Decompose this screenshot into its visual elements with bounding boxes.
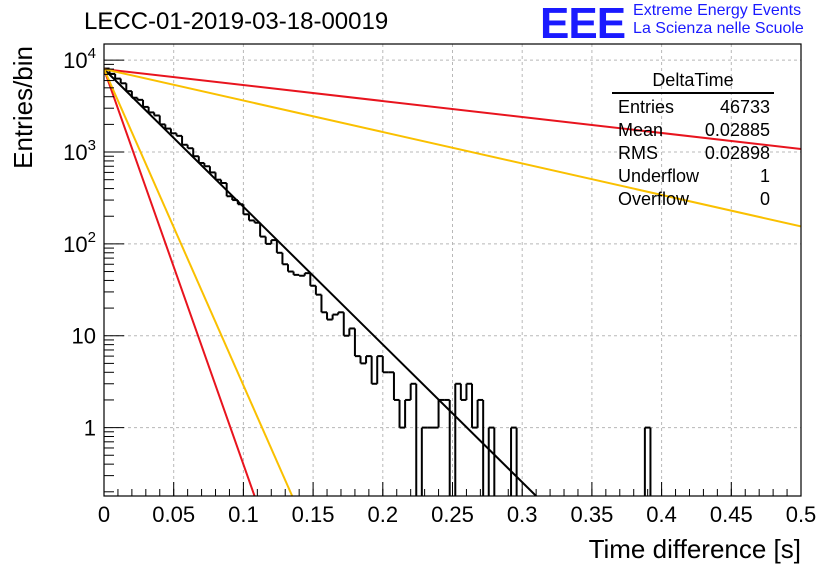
- stats-label: Mean: [618, 120, 664, 140]
- stats-row-underflow: Underflow 1: [612, 165, 774, 188]
- x-tick-label: 0.45: [710, 502, 753, 527]
- eee-logo: EEE Extreme Energy Events La Scienza nel…: [540, 2, 804, 46]
- fit-line: [104, 68, 294, 496]
- y-tick-label: 102: [63, 229, 96, 257]
- fit-line: [104, 68, 256, 496]
- y-tick-labels: 1 10 102 103 104: [63, 45, 96, 440]
- stats-value: 46733: [719, 97, 770, 117]
- logo-text: Extreme Energy Events La Scienza nelle S…: [633, 2, 804, 38]
- stats-row-overflow: Overflow 0: [612, 188, 774, 211]
- x-tick-label: 0.2: [368, 502, 399, 527]
- fit-line: [104, 68, 537, 496]
- stats-value: 0.02885: [704, 120, 770, 140]
- y-tick-label: 103: [63, 137, 96, 165]
- y-tick-label: 1: [84, 416, 96, 441]
- x-tick-label: 0.05: [152, 502, 195, 527]
- x-tick-label: 0.25: [431, 502, 474, 527]
- stats-title: DeltaTime: [612, 70, 774, 94]
- fit-line: [104, 68, 801, 150]
- x-tick-label: 0.35: [570, 502, 613, 527]
- grid: [104, 44, 801, 496]
- y-tick-label: 104: [63, 45, 96, 73]
- x-tick-label: 0.15: [292, 502, 335, 527]
- axis-ticks: [103, 59, 802, 496]
- x-tick-label: 0.5: [786, 502, 817, 527]
- stats-value: 0.02898: [704, 143, 770, 163]
- histogram-layer: [104, 67, 652, 496]
- logo-line-1: Extreme Energy Events: [633, 2, 802, 19]
- stats-value: 1: [759, 166, 770, 186]
- stats-row-rms: RMS 0.02898: [612, 142, 774, 165]
- stats-label: RMS: [618, 143, 658, 163]
- x-tick-label: 0.4: [646, 502, 677, 527]
- fit-line: [104, 68, 801, 228]
- stats-label: Entries: [618, 97, 675, 117]
- x-axis-label: Time difference [s]: [589, 534, 801, 564]
- stats-box: DeltaTime Entries 46733 Mean 0.02885 RMS…: [612, 70, 774, 211]
- x-tick-label: 0: [98, 502, 110, 527]
- stats-label: Underflow: [618, 166, 700, 186]
- stats-value: 0: [759, 189, 770, 209]
- x-tick-labels: 0 0.05 0.1 0.15 0.2 0.25 0.3 0.35 0.4 0.45 0.5: [98, 502, 816, 527]
- stats-row-mean: Mean 0.02885: [612, 119, 774, 142]
- x-tick-label: 0.3: [507, 502, 538, 527]
- fit-lines-layer: [104, 68, 801, 496]
- stats-row-entries: Entries 46733: [612, 96, 774, 119]
- logo-line-2: La Scienza nelle Scuole: [633, 20, 804, 37]
- y-tick-label: 10: [72, 324, 96, 349]
- chart-title: LECC-01-2019-03-18-00019: [84, 8, 389, 35]
- y-axis-label: Entries/bin: [8, 46, 38, 169]
- stats-label: Overflow: [618, 189, 690, 209]
- logo-mark: EEE: [540, 0, 626, 48]
- x-tick-label: 0.1: [228, 502, 259, 527]
